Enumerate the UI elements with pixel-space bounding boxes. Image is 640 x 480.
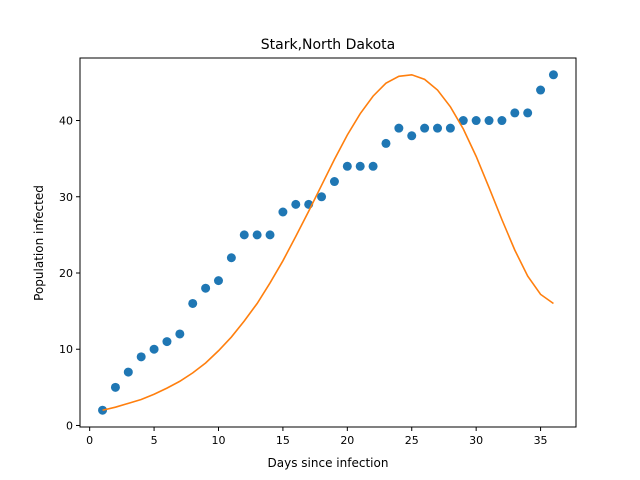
x-tick-label: 30 bbox=[469, 434, 483, 447]
x-axis-label: Days since infection bbox=[268, 456, 389, 470]
series-1-line bbox=[102, 73, 554, 412]
series-0-point bbox=[317, 192, 327, 202]
series-0-point bbox=[188, 298, 198, 308]
x-tick-label: 25 bbox=[405, 434, 419, 447]
series-0-point bbox=[329, 177, 339, 187]
series-0-point bbox=[342, 161, 352, 171]
chart-title: Stark,North Dakota bbox=[261, 37, 395, 53]
series-0-point bbox=[239, 230, 249, 240]
y-axis-label: Population infected bbox=[32, 185, 46, 301]
series-0-point bbox=[265, 230, 275, 240]
series-0-point bbox=[110, 382, 120, 392]
series-0-point bbox=[407, 131, 417, 141]
series-0-point bbox=[420, 123, 430, 133]
y-tick-label: 20 bbox=[59, 267, 73, 280]
y-tick-label: 40 bbox=[59, 115, 73, 128]
series-0-point bbox=[497, 116, 507, 126]
x-tick-label: 0 bbox=[86, 434, 93, 447]
y-tick-label: 0 bbox=[66, 419, 73, 432]
x-tick-label: 5 bbox=[151, 434, 158, 447]
series-0-point bbox=[510, 108, 520, 118]
series-0-point bbox=[484, 116, 494, 126]
series-0-point bbox=[548, 70, 558, 80]
y-tick-label: 30 bbox=[59, 191, 73, 204]
series-0-point bbox=[355, 161, 365, 171]
y-tick-label: 10 bbox=[59, 343, 73, 356]
series-0-point bbox=[368, 161, 378, 171]
series-0-point bbox=[226, 253, 236, 263]
series-0-point bbox=[201, 283, 211, 293]
series-0-point bbox=[252, 230, 262, 240]
axes: 0 5 10 15 20 25 30 35 0 10 20 30 40 bbox=[59, 57, 577, 447]
series-0-point bbox=[523, 108, 533, 118]
series-0-point bbox=[162, 337, 172, 347]
series-0-point bbox=[291, 199, 301, 209]
series-0-point bbox=[458, 116, 468, 126]
x-tick-label: 20 bbox=[340, 434, 354, 447]
x-tick-label: 35 bbox=[534, 434, 548, 447]
series-0-point bbox=[445, 123, 455, 133]
plot-marks bbox=[98, 70, 558, 415]
series-0-point bbox=[175, 329, 185, 339]
series-0-point bbox=[136, 352, 146, 362]
series-0-point bbox=[278, 207, 288, 217]
series-0-point bbox=[123, 367, 133, 377]
x-tick-label: 10 bbox=[211, 434, 225, 447]
series-0-point bbox=[433, 123, 443, 133]
series-0-point bbox=[381, 138, 391, 148]
series-0-point bbox=[149, 344, 159, 354]
series-0-point bbox=[394, 123, 404, 133]
plot-frame bbox=[79, 57, 577, 428]
x-tick-label: 15 bbox=[276, 434, 290, 447]
series-0-point bbox=[536, 85, 546, 95]
series-0-point bbox=[471, 116, 481, 126]
series-0-point bbox=[213, 276, 223, 286]
